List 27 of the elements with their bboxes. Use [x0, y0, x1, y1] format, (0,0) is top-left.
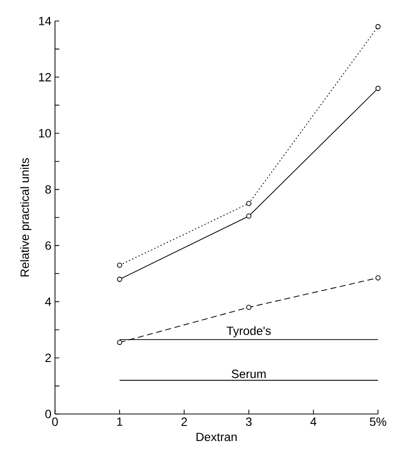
y-tick-label: 0: [45, 410, 52, 418]
y-tick-label: 10: [39, 129, 52, 138]
x-tick-label: 1: [117, 418, 122, 426]
x-tick-label: 5%: [370, 418, 386, 426]
x-axis-title: Dextran: [196, 432, 237, 442]
x-tick-label: 2: [181, 418, 187, 426]
y-tick-label: 2: [45, 354, 51, 362]
point: [246, 200, 252, 206]
x-tick-label: 0: [52, 418, 58, 426]
y-tick-label: 4: [45, 298, 52, 306]
y-tick-label: 6: [45, 241, 51, 250]
series-label: Tyrode's: [226, 326, 271, 338]
x-tick-label: 4: [310, 418, 316, 426]
series-label: Serum: [232, 370, 266, 378]
y-tick-label: 8: [45, 185, 51, 194]
y-axis-title: Relative practical units: [20, 158, 32, 276]
point: [246, 304, 252, 310]
point: [246, 214, 252, 219]
y-tick-label: 14: [39, 16, 52, 26]
point: [117, 276, 122, 282]
x-tick-label: 3: [246, 418, 252, 426]
point: [375, 275, 381, 280]
point: [375, 86, 381, 91]
point: [375, 24, 381, 30]
point: [117, 262, 122, 268]
point: [117, 340, 122, 346]
y-tick-label: 12: [39, 72, 51, 82]
